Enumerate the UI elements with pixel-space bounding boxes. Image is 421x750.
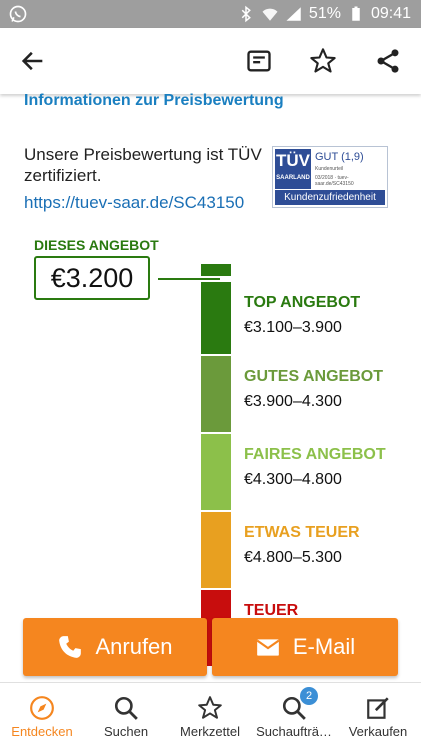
offer-marker-line	[158, 278, 220, 280]
tuev-grade-sub: Kundenurteil	[315, 166, 344, 172]
nav-sell[interactable]: Verkaufen	[336, 683, 420, 750]
favorite-button[interactable]	[304, 42, 342, 80]
this-offer-label: DIESES ANGEBOT	[34, 237, 159, 253]
saved-search-icon	[282, 696, 306, 720]
tuev-bar: Kundenzufriedenheit	[275, 190, 385, 205]
nav-watchlist-label: Merkzettel	[180, 724, 240, 739]
battery-icon	[352, 6, 360, 21]
saved-search-badge: 2	[300, 687, 318, 705]
notes-button[interactable]	[240, 42, 278, 80]
wifi-icon	[262, 8, 278, 21]
nav-saved-searches[interactable]: 2 Suchaufträ…	[252, 683, 336, 750]
whatsapp-icon	[9, 5, 27, 23]
band-range: €4.800–5.300	[244, 549, 342, 566]
scale-segment	[201, 434, 231, 510]
nav-search-label: Suchen	[103, 724, 149, 739]
band-label: FAIRES ANGEBOT	[244, 446, 386, 463]
edit-icon	[367, 697, 389, 719]
phone-icon	[59, 636, 82, 658]
band-label: GUTES ANGEBOT	[244, 368, 383, 385]
call-button[interactable]: Anrufen	[23, 618, 207, 676]
scale-segment-top-cap	[201, 264, 231, 276]
section-title: Informationen zur Preisbewertung	[24, 92, 284, 109]
share-button[interactable]	[369, 42, 407, 80]
search-icon	[114, 696, 138, 720]
arrow-left-icon	[21, 51, 43, 71]
call-button-label: Anrufen	[95, 634, 173, 659]
signal-icon	[286, 7, 301, 21]
band-label: TOP ANGEBOT	[244, 294, 361, 311]
nav-watchlist[interactable]: Merkzettel	[168, 683, 252, 750]
certificate-link[interactable]: https://tuev-saar.de/SC43150	[24, 193, 245, 212]
bluetooth-icon	[241, 5, 251, 23]
app-toolbar	[0, 28, 421, 94]
clock: 09:41	[370, 5, 411, 22]
status-bar: 51% 09:41	[0, 0, 421, 28]
band-label: TEUER	[244, 602, 299, 619]
nav-search[interactable]: Suchen	[84, 683, 168, 750]
nav-saved-searches-label: Suchaufträ…	[256, 724, 332, 739]
certification-text: Unsere Preisbewertung ist TÜV zertifizie…	[24, 145, 262, 185]
email-button-label: E-Mail	[292, 634, 356, 659]
band-range: €3.900–4.300	[244, 393, 342, 410]
share-icon	[377, 49, 399, 73]
nav-discover[interactable]: Entdecken	[0, 683, 84, 750]
action-bar: Anrufen E-Mail	[0, 618, 421, 676]
tuev-certificate-id: 03/2018 · tuev-saar.de/SC43150	[315, 175, 354, 187]
tuev-grade: GUT (1,9)	[315, 151, 364, 163]
star-icon	[198, 696, 222, 719]
scale-segment	[201, 282, 231, 354]
nav-sell-label: Verkaufen	[348, 724, 408, 739]
scale-segment	[201, 512, 231, 588]
note-icon	[247, 50, 271, 72]
band-range: €3.100–3.900	[244, 319, 342, 336]
back-button[interactable]	[14, 42, 52, 80]
offer-marker-notch	[201, 276, 231, 278]
band-range: €4.300–4.800	[244, 471, 342, 488]
bottom-navigation: Entdecken Suchen Merkzettel 2 Suchaufträ…	[0, 682, 421, 750]
tuev-badge[interactable]: TÜV SAARLAND GUT (1,9) Kundenurteil 03/2…	[272, 146, 388, 208]
email-button[interactable]: E-Mail	[212, 618, 398, 676]
scale-segment	[201, 356, 231, 432]
nav-discover-label: Entdecken	[11, 724, 73, 739]
battery-percent: 51%	[308, 5, 341, 22]
star-outline-icon	[310, 48, 336, 73]
band-label: ETWAS TEUER	[244, 524, 360, 541]
mail-icon	[256, 639, 280, 656]
tuev-logo: TÜV SAARLAND	[275, 149, 311, 189]
compass-icon	[30, 696, 54, 720]
offer-price: €3.200	[34, 256, 150, 300]
